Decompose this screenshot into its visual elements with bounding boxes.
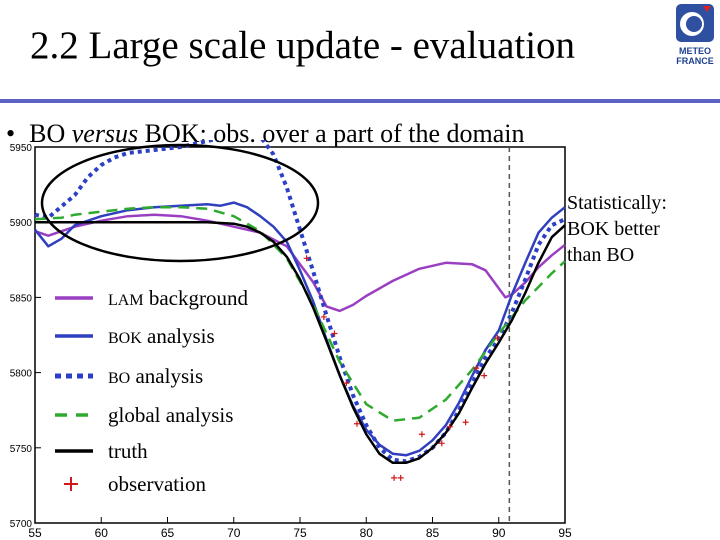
y-tick-label: 5750 xyxy=(10,444,33,455)
y-tick-label: 5900 xyxy=(10,218,33,229)
legend-label-text: truth xyxy=(108,439,148,463)
observation-point xyxy=(418,431,425,438)
observation-point xyxy=(494,335,501,342)
legend-label-obs: observation xyxy=(108,472,206,496)
observation-point xyxy=(391,474,398,481)
title-divider xyxy=(0,99,720,103)
legend-label-text: background xyxy=(144,286,249,310)
bullet-prefix: BO xyxy=(29,119,72,148)
x-tick-label: 65 xyxy=(161,526,175,540)
note-line-3: than BO xyxy=(567,244,635,266)
series-line-truth xyxy=(35,220,566,465)
observation-point xyxy=(462,419,469,426)
legend-label-abbrev: BOK xyxy=(108,330,142,347)
bullet-suffix: BOK: obs. over a part of the domain xyxy=(138,119,525,148)
x-tick-label: 90 xyxy=(492,526,506,540)
observation-point xyxy=(353,420,360,427)
y-tick-label: 5950 xyxy=(10,143,33,154)
observation-point xyxy=(343,380,350,387)
legend-label-truth: truth xyxy=(108,439,148,463)
bullet-italic: versus xyxy=(71,119,139,148)
y-tick-label: 5850 xyxy=(10,293,33,304)
series-line-global xyxy=(34,205,566,422)
y-tick-label: 5800 xyxy=(10,369,33,380)
legend-label-lam: LAM background xyxy=(108,286,248,310)
x-tick-label: 60 xyxy=(95,526,109,540)
observation-point xyxy=(481,372,488,379)
x-tick-label: 95 xyxy=(558,526,572,540)
note-line-1: Statistically: xyxy=(567,192,667,214)
meteo-france-logo: METEO FRANCE xyxy=(672,2,718,68)
logo-emblem-icon xyxy=(676,4,714,42)
chart-observations xyxy=(303,255,501,481)
chart-axes: 55 60 65 70 75 80 85 90 95 5700 5750 5800 5850 5900 59… xyxy=(10,143,572,540)
x-tick-label: 70 xyxy=(227,526,241,540)
height-profile-chart: 55 60 65 70 75 80 85 90 95 5700 5750 5800 5850 5900 59… xyxy=(10,140,572,540)
note-line-2: BOK better xyxy=(567,218,660,240)
observation-point xyxy=(397,474,404,481)
legend-label-text: observation xyxy=(108,472,206,496)
logo-text-line-2: FRANCE xyxy=(676,56,714,66)
bullet-dot-icon: • xyxy=(6,119,16,148)
observation-point xyxy=(446,423,453,430)
conclusion-note: Statistically: BOK better than BO xyxy=(567,190,717,268)
x-tick-label: 75 xyxy=(293,526,307,540)
chart-series xyxy=(34,140,566,465)
observation-point xyxy=(438,440,445,447)
y-tick-label: 5700 xyxy=(10,519,33,530)
observation-point xyxy=(331,330,338,337)
legend-label-text: analysis xyxy=(130,364,203,388)
series-line-lam xyxy=(34,213,566,313)
observation-point xyxy=(303,255,310,262)
observation-point xyxy=(473,365,480,372)
x-tick-label: 85 xyxy=(426,526,440,540)
x-tick-label: 80 xyxy=(360,526,374,540)
bullet-text: • BO versus BOK: obs. over a part of the … xyxy=(6,117,524,151)
observation-point xyxy=(320,313,327,320)
legend-label-global: global analysis xyxy=(108,403,233,427)
legend-label-bo: BO analysis xyxy=(108,364,203,388)
series-line-bo xyxy=(34,140,566,464)
logo-text-line-1: METEO xyxy=(678,46,711,56)
legend-label-text: analysis xyxy=(142,324,215,348)
legend-swatch-obs xyxy=(64,477,78,491)
x-tick-label: 55 xyxy=(28,526,42,540)
legend-label-abbrev: BO xyxy=(108,370,130,387)
legend-label-text: global analysis xyxy=(108,403,233,427)
legend-label-abbrev: LAM xyxy=(108,292,144,309)
highlight-ellipse xyxy=(40,143,320,263)
legend-label-bok: BOK analysis xyxy=(108,324,215,348)
slide-title: 2.2 Large scale update - evaluation xyxy=(30,24,576,67)
